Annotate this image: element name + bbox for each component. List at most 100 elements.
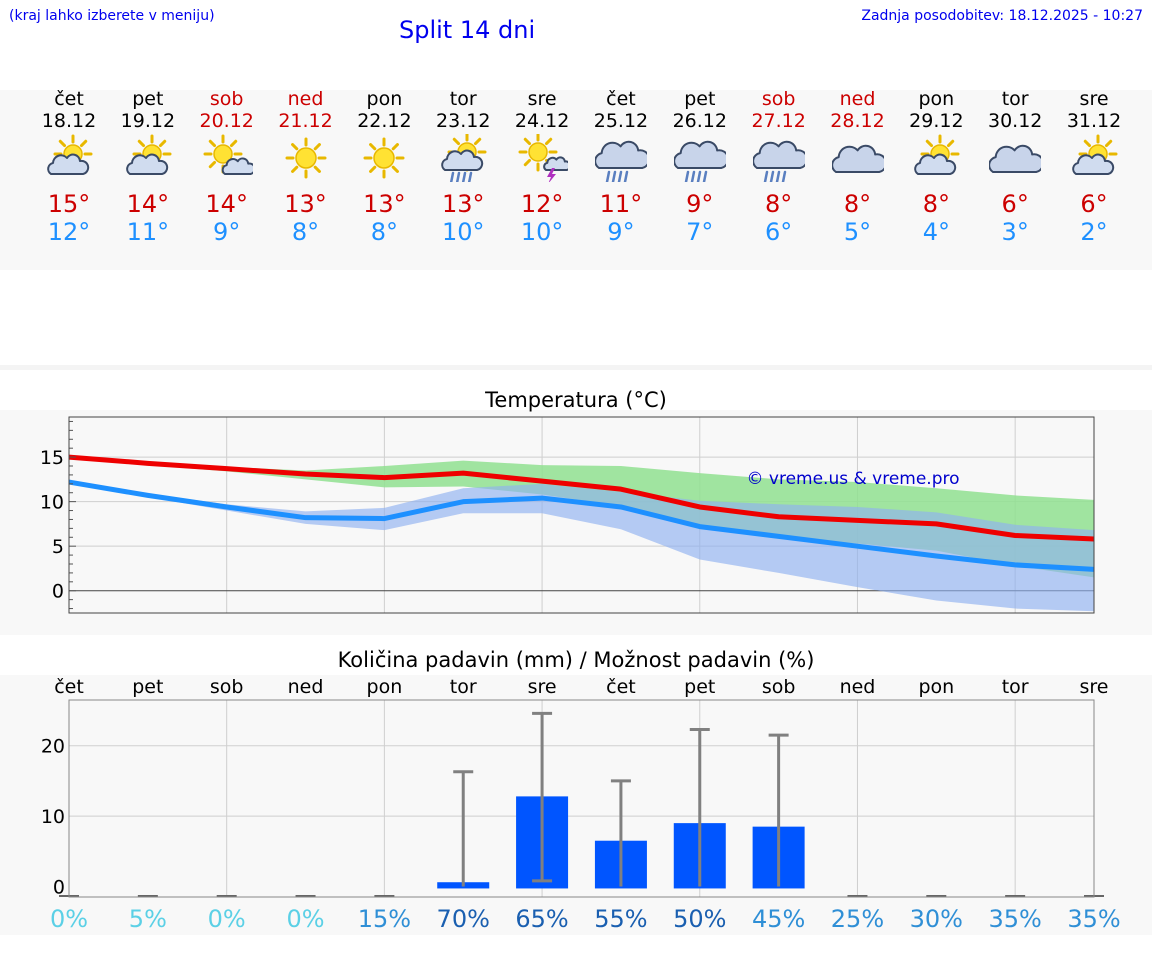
y-tick-label: 10 <box>41 806 65 828</box>
day-name: čet <box>54 88 84 110</box>
sun-cloud-icon <box>1072 134 1118 175</box>
plot-border <box>68 416 1095 614</box>
temp-min: 2° <box>1080 218 1108 246</box>
temp-min: 6° <box>765 218 793 246</box>
temp-min: 10° <box>520 218 564 246</box>
day-date: 24.12 <box>514 110 570 132</box>
max-temp-line <box>68 454 1095 542</box>
day-forecast: pon 22.12 13° 8° <box>345 88 423 246</box>
sun-cloud-icon <box>126 134 172 175</box>
min-temp-range-band <box>69 482 1094 612</box>
precip-probability: 70% <box>437 905 490 933</box>
day-name: tor <box>449 88 477 110</box>
day-name: sob <box>761 88 796 110</box>
day-name: tor <box>1001 88 1029 110</box>
day-name: čet <box>606 88 636 110</box>
y-tick-label: 5 <box>52 536 64 558</box>
temp-min: 8° <box>291 218 320 246</box>
temp-max: 14° <box>205 190 248 218</box>
x-category-label: pet <box>684 676 715 698</box>
precip-probability: 15% <box>358 905 411 933</box>
precip-probability: 0% <box>50 905 88 933</box>
cloud-rain-icon <box>752 140 805 182</box>
temperature-chart: 0 5 10 15 © vreme.us & vreme.pro <box>40 416 1095 614</box>
day-forecast: sob 27.12 8° 6° <box>740 88 818 246</box>
temp-max: 15° <box>47 190 91 218</box>
x-category-label: tor <box>1002 676 1029 698</box>
divider <box>0 365 1152 370</box>
precip-probability: 0% <box>286 905 324 933</box>
temp-min: 10° <box>441 218 485 246</box>
x-category-label: čet <box>606 676 636 698</box>
day-forecast: pon 29.12 8° 4° <box>897 88 975 246</box>
max-temp-range-band <box>69 457 1094 578</box>
day-date: 20.12 <box>199 110 254 132</box>
precip-probability: 5% <box>129 905 167 933</box>
temp-max: 6° <box>1080 190 1108 218</box>
day-date: 22.12 <box>357 110 412 132</box>
y-tick-label: 0 <box>53 876 65 898</box>
temp-max: 8° <box>922 190 950 218</box>
day-date: 30.12 <box>987 110 1043 132</box>
x-category-label: sre <box>1080 676 1109 698</box>
day-date: 21.12 <box>278 110 333 132</box>
day-date: 28.12 <box>830 110 885 132</box>
x-category-label: pon <box>918 676 954 698</box>
y-tick-label: 0 <box>52 581 64 603</box>
day-date: 18.12 <box>41 110 97 132</box>
temp-min: 9° <box>607 218 635 246</box>
day-forecast: pet 26.12 9° 7° <box>661 88 739 246</box>
temp-min: 7° <box>686 218 714 246</box>
cloud-icon <box>831 144 884 173</box>
precip-probability: 30% <box>910 905 963 933</box>
sun-small-cloud-icon <box>203 134 253 175</box>
y-tick-label: 10 <box>40 492 64 514</box>
x-category-label: ned <box>288 676 324 698</box>
cloud-rain-icon <box>673 140 726 182</box>
x-category-label: sre <box>528 676 557 698</box>
temp-min: 4° <box>922 218 950 246</box>
temp-max: 13° <box>284 190 327 218</box>
x-category-label: tor <box>450 676 477 698</box>
day-name: pon <box>918 88 955 110</box>
y-tick-label: 15 <box>40 447 64 469</box>
x-category-label: pet <box>132 676 163 698</box>
cloud-rain-icon <box>594 140 647 182</box>
day-forecast: tor 30.12 6° 3° <box>976 88 1054 246</box>
temp-max: 8° <box>765 190 793 218</box>
sun-cloud-icon <box>914 134 960 175</box>
day-forecast: tor 23.12 13° 10° <box>424 88 502 246</box>
y-tick-label: 20 <box>41 736 65 758</box>
day-name: pet <box>684 88 716 110</box>
x-category-label: sob <box>762 676 796 698</box>
location-menu-hint[interactable]: (kraj lahko izberete v meniju) <box>9 8 215 24</box>
temp-min: 12° <box>47 218 91 246</box>
plot-area <box>69 700 1094 897</box>
sun-cloud-icon <box>47 134 93 175</box>
day-name: ned <box>839 88 876 110</box>
last-updated: Zadnja posodobitev: 18.12.2025 - 10:27 <box>861 8 1143 24</box>
precip-probability: 65% <box>515 905 568 933</box>
day-name: sre <box>527 88 557 110</box>
day-date: 29.12 <box>909 110 964 132</box>
precip-probability: 50% <box>673 905 726 933</box>
temp-max: 11° <box>599 190 643 218</box>
temp-max: 8° <box>843 190 872 218</box>
day-date: 25.12 <box>593 110 649 132</box>
precip-probability: 35% <box>1067 905 1120 933</box>
temp-max: 13° <box>363 190 406 218</box>
temp-max: 6° <box>1001 190 1029 218</box>
temp-max: 13° <box>441 190 485 218</box>
x-category-label: sob <box>210 676 244 698</box>
precip-probability: 25% <box>831 905 884 933</box>
x-category-label: čet <box>54 676 84 698</box>
day-forecast: ned 28.12 8° 5° <box>819 88 897 246</box>
temp-max: 14° <box>126 190 170 218</box>
temp-min: 9° <box>213 218 241 246</box>
temp-max: 12° <box>520 190 564 218</box>
temp-min: 11° <box>126 218 170 246</box>
day-date: 23.12 <box>436 110 491 132</box>
temp-min: 3° <box>1001 218 1029 246</box>
day-forecast: čet 18.12 15° 12° <box>30 88 108 246</box>
day-name: pon <box>366 88 403 110</box>
